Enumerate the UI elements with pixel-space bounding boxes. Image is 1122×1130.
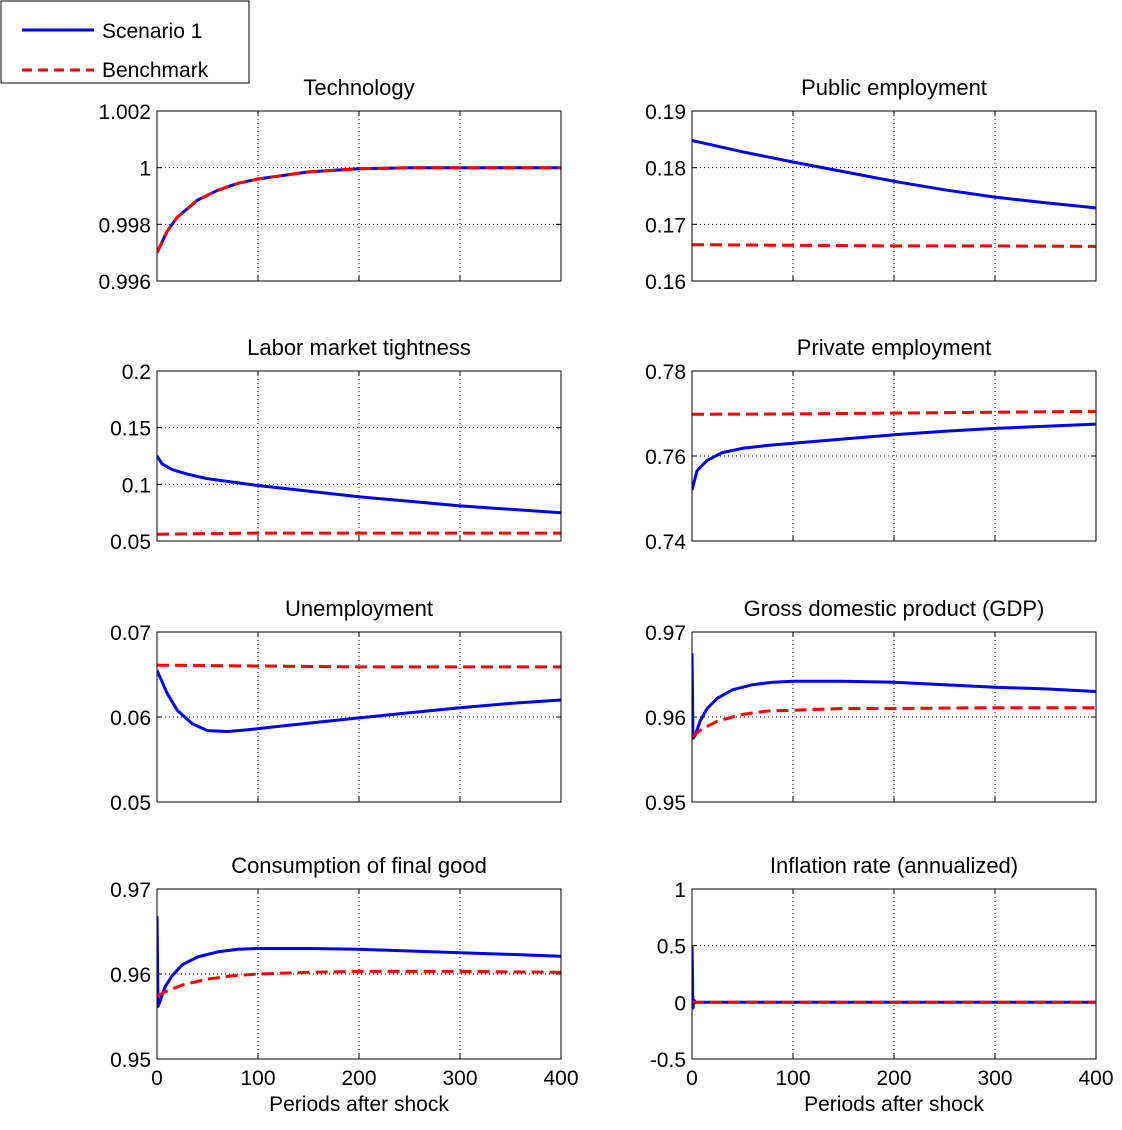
series-line-scenario-1	[692, 653, 1096, 740]
chart-title: Technology	[303, 75, 414, 100]
series-group	[157, 916, 561, 1008]
y-tick-label: 0.05	[110, 792, 151, 815]
x-axis-label: Periods after shock	[804, 1093, 984, 1116]
y-tick-label: 0.07	[110, 622, 151, 645]
x-tick-label: 0	[686, 1067, 698, 1090]
chart-title: Consumption of final good	[231, 853, 487, 878]
series-line-scenario-1	[157, 455, 561, 515]
chart-panel-4: 0.78 0.76 0.74 Private employment	[645, 335, 1097, 554]
y-tick-label: 1	[674, 879, 686, 902]
series-group	[692, 945, 1096, 1010]
y-tick-label: 0.996	[98, 271, 151, 294]
axes-frame	[691, 631, 1097, 803]
y-tick-label: 0.76	[645, 446, 686, 469]
legend-label-scenario-1: Scenario 1	[102, 20, 202, 43]
y-tick-label: 0.74	[645, 531, 686, 554]
x-tick-label: 300	[977, 1067, 1012, 1090]
chart-panel-6: 0.97 0.96 0.95 Gross domestic product (GDP)	[645, 596, 1097, 815]
y-tick-label: 0.18	[645, 158, 686, 181]
series-group	[692, 653, 1096, 740]
chart-panel-2: 0.19 0.18 0.17 0.16 Public employment	[645, 75, 1097, 294]
x-tick-label: 400	[543, 1067, 578, 1090]
y-tick-label: 0.97	[110, 879, 151, 902]
axes-frame	[156, 110, 562, 282]
x-tick-label: 100	[240, 1067, 275, 1090]
axes-frame	[156, 631, 562, 803]
axes-frame	[691, 110, 1097, 282]
legend-label-benchmark: Benchmark	[102, 59, 209, 82]
y-tick-label: 0.16	[645, 271, 686, 294]
series-group	[157, 663, 561, 733]
y-tick-label: 0.97	[645, 622, 686, 645]
series-line-benchmark	[692, 243, 1096, 248]
chart-title: Gross domestic product (GDP)	[744, 596, 1045, 621]
y-tick-label: 0.05	[110, 531, 151, 554]
y-tick-label: 0	[674, 992, 686, 1015]
y-tick-label: 0.1	[122, 474, 151, 497]
y-tick-label: 0.15	[110, 418, 151, 441]
series-group	[157, 166, 561, 254]
series-group	[157, 455, 561, 536]
y-tick-label: 0.95	[645, 792, 686, 815]
y-tick-label: 1	[139, 158, 151, 181]
series-line-benchmark	[692, 409, 1096, 416]
series-line-scenario-1	[157, 669, 561, 733]
chart-title: Private employment	[797, 335, 991, 360]
chart-title: Labor market tightness	[247, 335, 471, 360]
axes-frame	[691, 370, 1097, 542]
y-tick-label: 0.5	[657, 936, 686, 959]
series-group	[692, 139, 1096, 248]
axes-frame	[156, 370, 562, 542]
x-tick-label: 200	[341, 1067, 376, 1090]
chart-title: Inflation rate (annualized)	[770, 853, 1018, 878]
y-tick-label: 0.17	[645, 214, 686, 237]
series-line-benchmark	[692, 706, 1096, 738]
series-line-benchmark	[157, 531, 561, 536]
chart-title: Public employment	[801, 75, 987, 100]
y-tick-label: 0.95	[110, 1049, 151, 1072]
chart-panel-3: 0.2 0.15 0.1 0.05 Labor market tightness	[110, 335, 562, 554]
legend: Scenario 1 Benchmark	[0, 0, 250, 84]
axes-frame	[156, 888, 562, 1060]
chart-title: Unemployment	[285, 596, 433, 621]
y-tick-label: 0.78	[645, 361, 686, 384]
y-tick-label: 0.96	[110, 964, 151, 987]
y-tick-label: 0.19	[645, 101, 686, 124]
series-line-scenario-1	[692, 422, 1096, 491]
axes-frame	[691, 888, 1097, 1060]
chart-panel-1: 1.002 1 0.998 0.996 Technology	[98, 75, 562, 294]
chart-panel-5: 0.07 0.06 0.05 Unemployment	[110, 596, 562, 815]
x-tick-label: 200	[876, 1067, 911, 1090]
y-tick-label: 0.96	[645, 707, 686, 730]
series-line-benchmark	[157, 969, 561, 998]
y-tick-label: 0.2	[122, 361, 151, 384]
x-tick-label: 300	[442, 1067, 477, 1090]
y-tick-label: -0.5	[650, 1049, 686, 1072]
series-line-scenario-1	[692, 139, 1096, 210]
y-tick-label: 1.002	[98, 101, 151, 124]
x-tick-label: 100	[775, 1067, 810, 1090]
x-tick-label: 400	[1078, 1067, 1113, 1090]
chart-panel-7: 0.97 0.96 0.95 Consumption of final good 0 10…	[110, 853, 578, 1116]
series-line-benchmark	[157, 663, 561, 669]
series-line-benchmark	[157, 166, 561, 254]
y-tick-label: 0.998	[98, 214, 151, 237]
x-tick-label: 0	[151, 1067, 163, 1090]
y-tick-label: 0.06	[110, 707, 151, 730]
x-axis-label: Periods after shock	[269, 1093, 449, 1116]
series-group	[692, 409, 1096, 491]
